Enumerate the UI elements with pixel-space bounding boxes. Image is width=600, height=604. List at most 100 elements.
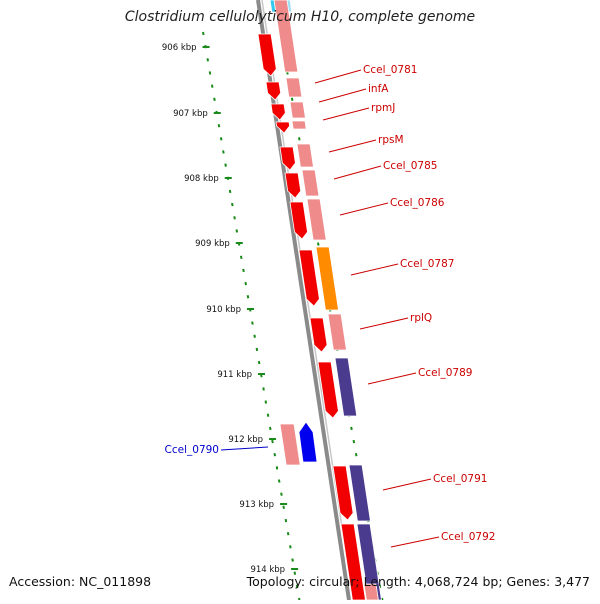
ruler-dotted-line — [202, 31, 301, 602]
ruler-dot — [277, 479, 281, 483]
gene-block-secondary — [289, 101, 306, 119]
gene-block-secondary — [301, 169, 320, 197]
gene-label: rpmJ — [371, 102, 395, 114]
ruler-dot — [235, 229, 239, 233]
gene-block-forward — [317, 361, 339, 419]
gene-label: Ccel_0781 — [363, 64, 417, 76]
gene-block-forward — [289, 201, 308, 240]
ruler-dot — [257, 360, 261, 365]
ruler-dot — [231, 202, 234, 207]
ruler-tick-label: 912 kbp — [228, 435, 263, 445]
ruler-tick-label: 906 kbp — [162, 43, 197, 53]
gene-leader-line — [220, 446, 269, 451]
ruler-dot — [352, 439, 356, 444]
ruler-dot — [293, 571, 297, 575]
ruler-dot — [206, 58, 210, 62]
ruler-dot — [262, 387, 265, 391]
ruler-tick-label: 909 kbp — [195, 239, 230, 249]
kbp-ruler: 906 kbp 907 kbp 908 kbp 909 kbp 910 kbp 911 k… — [162, 31, 384, 602]
gene-block-forward — [309, 317, 328, 353]
ruler-tick-label: 911 kbp — [217, 370, 252, 380]
ruler-dot — [289, 545, 292, 549]
gene-leader-line — [314, 69, 362, 84]
gene-block-secondary — [285, 77, 303, 98]
gene-block-secondary — [306, 198, 327, 241]
ruler-dot — [295, 584, 299, 589]
gene-block-forward — [270, 103, 286, 121]
gene-block-secondary — [334, 357, 358, 417]
ruler-dot — [246, 295, 250, 299]
ruler-dot — [219, 137, 223, 141]
gene-block-secondary — [348, 464, 371, 522]
ruler-dot — [242, 268, 245, 273]
ruler-dot — [282, 505, 285, 510]
gene-block-forward — [284, 172, 302, 199]
gene-label: Ccel_0792 — [441, 531, 495, 543]
gene-block-secondary — [273, 0, 299, 73]
gene-block-secondary — [315, 246, 339, 311]
backbone-line — [256, 0, 351, 601]
ruler-dot — [266, 413, 270, 417]
ruler-dot — [255, 347, 259, 352]
gene-label: rpsM — [378, 134, 404, 146]
ruler-dot — [354, 453, 358, 457]
gene-leader-line — [333, 165, 382, 180]
ruler-dot — [350, 426, 353, 431]
ruler-dot — [213, 97, 216, 102]
gene-label: infA — [368, 83, 389, 95]
ruler-dot — [280, 492, 283, 496]
gene-block-secondary — [296, 143, 314, 168]
gene-leader-line — [350, 263, 399, 276]
gene-block-forward — [275, 121, 291, 134]
gene-block-reverse-arrow — [298, 421, 318, 463]
gene-leader-line — [322, 107, 370, 121]
gene-leader-line — [382, 478, 432, 491]
gene-leader-line — [359, 317, 409, 330]
gene-block-forward — [298, 249, 320, 307]
gene-leader-line — [318, 88, 367, 103]
ruler-tick-label: 908 kbp — [184, 174, 219, 184]
gene-labels: Ccel_0781 infA rpmJ rpsM Ccel_0785 Ccel_0786 C… — [165, 64, 495, 548]
gene-block-secondary — [327, 313, 347, 351]
gene-label: Ccel_0789 — [418, 367, 472, 379]
gene-block-secondary — [291, 120, 307, 130]
gene-block-forward — [332, 465, 354, 521]
gene-leader-line — [339, 202, 389, 216]
gene-leader-line — [367, 372, 417, 385]
ruler-dot — [378, 584, 382, 589]
gene-label: Ccel_0787 — [400, 258, 454, 270]
ruler-tick-label: 910 kbp — [206, 305, 241, 315]
gene-leader-line — [328, 139, 377, 153]
gene-label: Ccel_0790 — [165, 444, 219, 456]
genome-summary-text: Topology: circular; Length: 4,068,724 bp… — [246, 574, 590, 589]
ruler-dot — [244, 281, 247, 286]
ruler-dot — [202, 31, 205, 36]
ruler-tick-label: 914 kbp — [250, 565, 285, 575]
ruler-dot — [316, 242, 320, 246]
gene-block-reverse-pale — [279, 423, 301, 466]
ruler-dot — [217, 123, 221, 128]
ruler-dot — [264, 400, 268, 404]
ruler-dot — [297, 137, 301, 141]
ruler-dot — [271, 439, 274, 444]
gene-leader-line — [390, 536, 440, 548]
ruler-dot — [275, 466, 279, 470]
ruler-dot — [291, 558, 294, 562]
ruler-dot — [224, 163, 227, 167]
ruler-dot — [286, 531, 290, 536]
gene-label: Ccel_0785 — [383, 160, 437, 172]
gene-block-forward — [257, 33, 277, 77]
gene-label: rplQ — [410, 312, 432, 324]
ruler-dot — [233, 216, 236, 220]
gene-features — [257, 0, 382, 601]
ruler-dot — [253, 334, 256, 338]
ruler-dot — [239, 255, 243, 259]
ruler-dot — [284, 518, 288, 523]
map-title: Clostridium cellulolyticum H10, complete… — [124, 9, 476, 25]
ruler-tick-label: 907 kbp — [173, 109, 208, 119]
ruler-dot — [268, 426, 272, 431]
ruler-dot — [273, 453, 277, 457]
accession-text: Accession: NC_011898 — [9, 574, 152, 589]
